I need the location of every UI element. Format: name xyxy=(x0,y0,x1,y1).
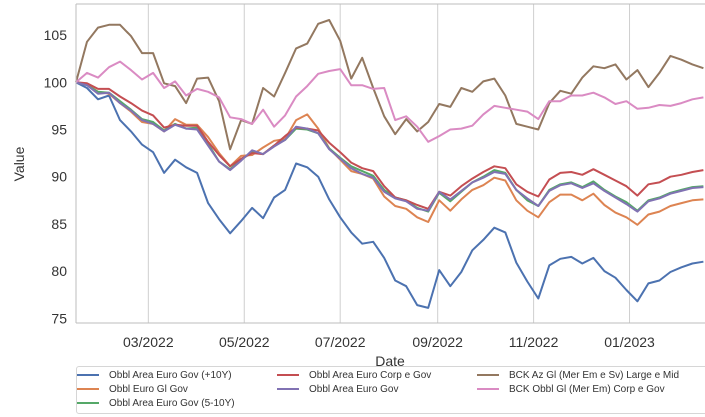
gridlines xyxy=(147,4,631,323)
legend-label: Obbl Area Euro Corp e Gov xyxy=(309,369,432,381)
x-axis-label: Date xyxy=(375,353,405,369)
y-tick-label: 100 xyxy=(44,74,68,90)
x-tick-label: 01/2023 xyxy=(604,334,655,350)
series-line-2 xyxy=(75,81,704,226)
legend-label: BCK Az Gl (Mer Em e Sv) Large e Mid xyxy=(509,369,680,381)
y-tick-label: 105 xyxy=(44,27,68,43)
legend-item: Obbl Area Euro Corp e Gov xyxy=(277,368,431,382)
x-tick-label: 07/2022 xyxy=(315,334,366,350)
series-line-6 xyxy=(75,19,704,151)
legend-swatch xyxy=(77,402,99,404)
axes xyxy=(75,3,705,324)
x-tick-label: 05/2022 xyxy=(219,334,270,350)
legend-swatch xyxy=(77,374,99,376)
x-tick-label: 03/2022 xyxy=(123,334,174,350)
series-line-5 xyxy=(75,81,704,213)
y-tick-label: 85 xyxy=(51,216,67,232)
y-axis-label: Value xyxy=(11,146,27,181)
legend-item: Obbl Euro Gl Gov xyxy=(77,382,188,396)
legend-label: Obbl Area Euro Gov (+10Y) xyxy=(109,369,232,381)
x-tick-label: 09/2022 xyxy=(412,334,463,350)
legend-item: Obbl Area Euro Gov (5-10Y) xyxy=(77,396,235,410)
series-line-4 xyxy=(75,81,704,210)
legend-item: Obbl Area Euro Gov (+10Y) xyxy=(77,368,232,382)
legend-swatch xyxy=(277,374,299,376)
y-tick-label: 80 xyxy=(51,263,67,279)
tick-labels: 03/2022 05/2022 07/2022 09/2022 11/2022 01/20… xyxy=(44,27,655,350)
legend-label: Obbl Euro Gl Gov xyxy=(109,383,188,395)
legend-label: BCK Obbl Gl (Mer Em) Corp e Gov xyxy=(509,383,665,395)
legend-swatch xyxy=(77,388,99,390)
series-line-7 xyxy=(75,60,704,143)
chart-legend: Obbl Area Euro Gov (+10Y) Obbl Area Euro … xyxy=(76,366,705,414)
x-tick-label: 11/2022 xyxy=(509,334,559,350)
legend-label: Obbl Area Euro Gov xyxy=(309,383,399,395)
legend-swatch xyxy=(277,388,299,390)
y-tick-label: 95 xyxy=(51,122,67,138)
series-lines xyxy=(75,19,704,309)
y-tick-label: 90 xyxy=(51,169,67,185)
legend-item: BCK Obbl Gl (Mer Em) Corp e Gov xyxy=(477,382,665,396)
legend-label: Obbl Area Euro Gov (5-10Y) xyxy=(109,397,235,409)
legend-item: Obbl Area Euro Gov xyxy=(277,382,399,396)
y-tick-label: 75 xyxy=(51,310,67,326)
legend-swatch xyxy=(477,374,499,376)
series-line-1 xyxy=(75,81,704,309)
legend-swatch xyxy=(477,388,499,390)
legend-item: BCK Az Gl (Mer Em e Sv) Large e Mid xyxy=(477,368,679,382)
